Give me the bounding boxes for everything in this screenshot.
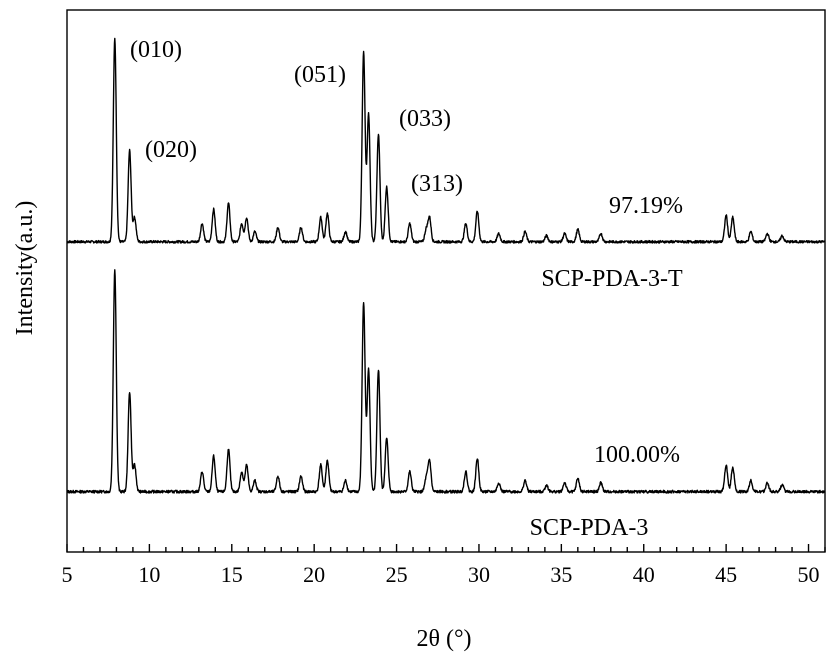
x-axis-title: 2θ (°)	[416, 626, 471, 652]
x-tick-label: 15	[221, 562, 243, 587]
reflection-label: (051)	[294, 62, 346, 88]
x-tick-label: 40	[633, 562, 655, 587]
plot-frame	[66, 9, 826, 553]
x-tick-label: 35	[550, 562, 572, 587]
reflection-label: (010)	[130, 37, 182, 63]
x-tick-label: 25	[386, 562, 408, 587]
plot-border	[66, 9, 826, 553]
x-tick-label: 45	[715, 562, 737, 587]
crystallinity-label: 97.19%	[609, 193, 683, 219]
reflection-label: (020)	[145, 137, 197, 163]
x-tick-label: 5	[62, 562, 73, 587]
traces	[66, 37, 826, 494]
series-trace-scp-pda-3-t	[66, 37, 826, 244]
crystallinity-label: 100.00%	[594, 442, 680, 468]
reflection-label: (033)	[399, 106, 451, 132]
x-tick-label: 20	[303, 562, 325, 587]
x-tick-label: 10	[138, 562, 160, 587]
x-tick-label: 30	[468, 562, 490, 587]
x-axis-ticks: 5 10 15 20 25 30 35 40 45 50	[62, 544, 826, 587]
y-axis-title: Intensity(a.u.)	[12, 201, 38, 336]
annotations: SCP-PDA-3-T 97.19% SCP-PDA-3 100.00% (010) (0…	[130, 37, 683, 541]
reflection-label: (313)	[411, 171, 463, 197]
series-label: SCP-PDA-3	[530, 515, 649, 541]
series-label: SCP-PDA-3-T	[541, 266, 683, 292]
series-trace-scp-pda-3	[66, 269, 826, 494]
x-tick-label: 50	[798, 562, 820, 587]
